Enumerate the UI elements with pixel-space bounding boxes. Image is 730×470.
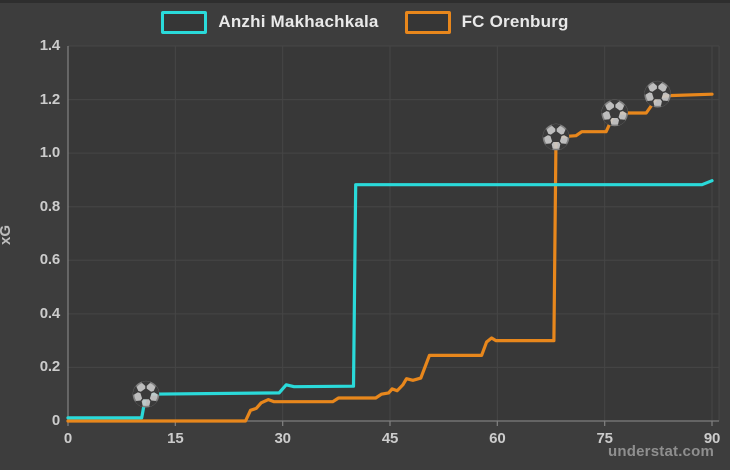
orenburg-color-swatch	[404, 10, 451, 34]
y-tick-label: 0.2	[39, 358, 60, 376]
y-tick-label: 0.4	[39, 304, 60, 322]
y-tick-label: 0.8	[39, 197, 60, 215]
top-border-strip	[0, 0, 730, 3]
legend-item-anzhi[interactable]: Anzhi Makhachkala	[161, 10, 379, 34]
y-axis-title: xG	[0, 225, 14, 246]
x-tick-label: 90	[703, 430, 721, 447]
y-tick-label: 1.2	[39, 90, 60, 108]
understat-watermark: understat.com	[608, 443, 714, 460]
y-tick-label: 1.0	[39, 144, 60, 162]
legend-label-anzhi: Anzhi Makhachkala	[218, 12, 379, 31]
chart-legend: Anzhi Makhachkala FC Orenburg	[0, 8, 730, 36]
x-tick-label: 60	[489, 430, 506, 447]
goal-marker-ball-icon[interactable]	[542, 123, 570, 151]
x-tick-label: 45	[381, 430, 399, 447]
y-tick-label: 1.4	[39, 37, 60, 54]
legend-label-orenburg: FC Orenburg	[461, 12, 569, 31]
x-tick-label: 15	[167, 430, 184, 447]
legend-item-orenburg[interactable]: FC Orenburg	[404, 10, 569, 34]
y-tick-label: 0.6	[39, 251, 60, 269]
goal-marker-ball-icon[interactable]	[132, 380, 160, 408]
x-tick-label: 0	[63, 430, 73, 447]
orenburg-xg-line	[66, 92, 714, 423]
anzhi-color-swatch	[161, 10, 208, 34]
x-tick-label: 75	[596, 430, 613, 447]
x-tick-label: 30	[274, 430, 291, 447]
y-tick-label: 0	[51, 412, 60, 429]
goal-marker-ball-icon[interactable]	[601, 99, 628, 127]
goal-marker-ball-icon[interactable]	[644, 80, 671, 108]
